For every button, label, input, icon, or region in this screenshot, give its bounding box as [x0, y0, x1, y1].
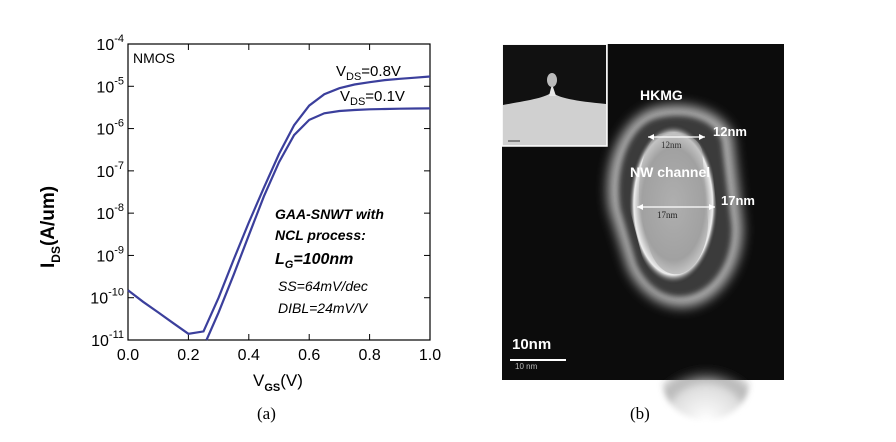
- iv-chart: 0.0 0.2 0.4 0.6 0.8 1.0 10-410-510-610-710-81…: [38, 33, 441, 394]
- info-line-2: NCL process:: [275, 227, 366, 243]
- y-tick-label: 10-4: [96, 33, 124, 54]
- series-label-vds01: VDS=0.1V: [340, 88, 405, 108]
- top-width-label: 12nm: [713, 124, 747, 139]
- inset-fin: [549, 84, 556, 96]
- channel-texture: [638, 132, 708, 275]
- tem-image: HKMG 12nm 12nm NW channel 17nm 17nm 10nm…: [501, 43, 784, 420]
- tem-inset: [501, 43, 608, 147]
- scale-bar-text: 10 nm: [515, 362, 538, 371]
- hkmg-label: HKMG: [640, 87, 683, 103]
- y-tick-label: 10-11: [91, 329, 124, 350]
- y-axis-label: IDS(A/um): [38, 186, 63, 268]
- substrate-glow: [662, 340, 750, 420]
- curves: [127, 75, 431, 341]
- y-tick-label: 10-6: [96, 118, 124, 139]
- y-tick-label: 10-5: [96, 75, 124, 96]
- device-info: GAA-SNWT with NCL process: LG=100nm SS=6…: [275, 206, 384, 316]
- x-tick-label: 0.4: [238, 347, 260, 364]
- info-line-1: GAA-SNWT with: [275, 206, 384, 222]
- x-ticks: 0.0 0.2 0.4 0.6 0.8 1.0: [117, 44, 441, 364]
- caption-b: (b): [630, 404, 650, 423]
- caption-a: (a): [257, 404, 276, 423]
- y-tick-label: 10-8: [96, 202, 124, 223]
- inset-nanowire: [547, 73, 557, 87]
- bottom-width-label: 17nm: [721, 193, 755, 208]
- y-ticks: 10-4 10-5 10-6 10-7 10-8 10-9 10-10 10-11: [90, 33, 430, 350]
- y-tick-label: 10-7: [96, 160, 124, 181]
- x-tick-label: 1.0: [419, 347, 441, 364]
- series-line-1: [205, 107, 431, 341]
- arrow-head: [637, 204, 643, 210]
- x-tick-label: 0.2: [177, 347, 199, 364]
- series-line-0: [127, 75, 431, 335]
- x-tick-label: 0.8: [358, 347, 380, 364]
- y-tick-label: 10-9: [96, 244, 124, 265]
- scale-label: 10nm: [512, 336, 551, 353]
- x-tick-label: 0.6: [298, 347, 320, 364]
- channel-label: NW channel: [630, 164, 710, 180]
- plot-frame: [127, 43, 431, 341]
- inset-substrate: [503, 92, 606, 145]
- gate-length-label: LG=100nm: [275, 251, 353, 271]
- arrow-head: [648, 134, 654, 140]
- arrow-head: [699, 134, 705, 140]
- bottom-width-inner-label: 17nm: [657, 210, 678, 220]
- series-label-vds08: VDS=0.8V: [336, 63, 401, 83]
- top-width-inner-label: 12nm: [661, 140, 682, 150]
- x-tick-label: 0.0: [117, 347, 139, 364]
- x-axis-label: VGS(V): [253, 371, 303, 394]
- ss-label: SS=64mV/dec: [278, 278, 368, 294]
- arrow-head: [709, 204, 715, 210]
- dibl-label: DIBL=24mV/V: [278, 300, 369, 316]
- device-label: NMOS: [133, 50, 175, 66]
- y-tick-label: 10-10: [90, 287, 124, 308]
